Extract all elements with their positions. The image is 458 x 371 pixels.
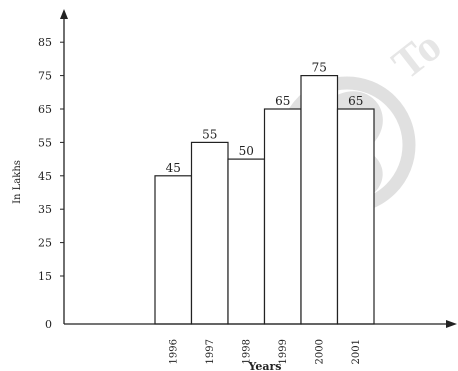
x-tick-label-2001: 2001	[351, 339, 362, 364]
data-label-1999: 65	[275, 94, 290, 108]
x-axis-label: Years	[247, 360, 281, 371]
x-tick-label-1996: 1996	[168, 339, 179, 364]
y-axis-arrow-icon	[60, 9, 68, 19]
x-tick-label-1997: 1997	[205, 339, 216, 364]
y-tick-label-55: 55	[38, 136, 52, 149]
bar-1996	[155, 176, 192, 324]
bar-2001	[338, 109, 375, 324]
x-axis-arrow-icon	[446, 320, 457, 328]
watermark-text: To	[383, 21, 450, 89]
y-tick-label-45: 45	[38, 170, 52, 183]
y-tick-label-25: 25	[38, 237, 52, 250]
data-label-1997: 55	[202, 127, 217, 141]
data-label-1996: 45	[166, 161, 181, 175]
y-axis-label: In Lakhs	[12, 160, 23, 204]
bar-1997	[192, 142, 229, 324]
bar-1998	[228, 159, 265, 324]
bar-1999	[265, 109, 302, 324]
y-tick-label-15: 15	[38, 270, 52, 283]
y-tick-label-35: 35	[38, 203, 52, 216]
bars	[155, 76, 374, 324]
y-tick-label-65: 65	[38, 103, 52, 116]
data-label-2001: 65	[348, 94, 363, 108]
y-tick-label-0: 0	[45, 318, 52, 331]
data-label-2000: 75	[312, 61, 327, 75]
data-label-1998: 50	[239, 144, 254, 158]
x-tick-label-2000: 2000	[314, 339, 325, 364]
bar-2000	[301, 76, 338, 324]
y-tick-label-75: 75	[38, 70, 52, 83]
y-ticks: 0 15 25 35 45 55 65 75 85	[38, 36, 64, 331]
y-tick-label-85: 85	[38, 36, 52, 49]
